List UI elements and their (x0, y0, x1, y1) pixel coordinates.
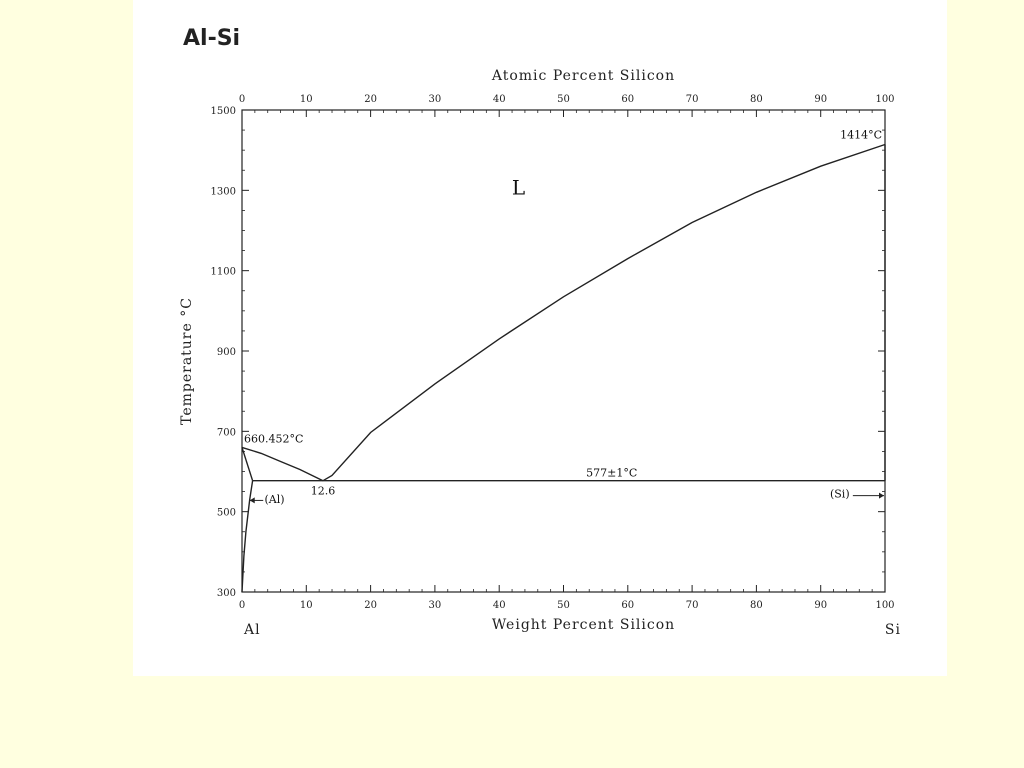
x-tick-label: 10 (300, 600, 313, 611)
si-arrow-head (879, 492, 884, 499)
al-solvus-curve (241, 480, 254, 593)
liquid-phase-label: L (512, 175, 525, 199)
al-liquidus-curve (241, 446, 324, 482)
x2-tick-label: 100 (875, 94, 894, 105)
al-melting-label: 660.452°C (244, 432, 303, 445)
x2-tick-label: 20 (364, 94, 377, 105)
y-tick-label: 900 (217, 347, 236, 358)
eutectic-temp-label: 577±1°C (586, 467, 637, 480)
x-tick-label: 30 (429, 600, 442, 611)
x-tick-label: 0 (239, 600, 245, 611)
x-tick-label: 40 (493, 600, 506, 611)
x2-tick-label: 30 (429, 94, 442, 105)
x2-tick-label: 60 (621, 94, 634, 105)
y-tick-label: 700 (217, 427, 236, 438)
x2-tick-label: 10 (300, 94, 313, 105)
x-tick-label: 20 (364, 600, 377, 611)
x-tick-label: 50 (557, 600, 570, 611)
al-phase-label: (Al) (265, 493, 285, 506)
si-end-label: Si (885, 622, 901, 638)
si-liquidus-curve (322, 143, 886, 482)
y-axis-title: Temperature °C (179, 297, 195, 425)
x2-tick-label: 80 (750, 94, 763, 105)
x-tick-label: 70 (686, 600, 699, 611)
eutectic-comp-label: 12.6 (311, 485, 336, 498)
x-tick-label: 60 (621, 600, 634, 611)
si-melting-label: 1414°C (840, 129, 882, 142)
x-tick-label: 80 (750, 600, 763, 611)
x-tick-label: 90 (814, 600, 827, 611)
x-axis-title: Weight Percent Silicon (492, 617, 675, 633)
y-tick-label: 300 (217, 588, 236, 599)
x2-tick-label: 50 (557, 94, 570, 105)
y-tick-label: 1100 (211, 267, 236, 278)
x2-tick-label: 90 (814, 94, 827, 105)
al-arrow-head (249, 497, 255, 504)
y-tick-label: 1500 (211, 106, 236, 117)
x2-axis-title: Atomic Percent Silicon (491, 68, 675, 84)
x2-tick-label: 70 (686, 94, 699, 105)
x2-tick-label: 40 (493, 94, 506, 105)
x2-tick-label: 0 (239, 94, 245, 105)
x-tick-label: 100 (875, 600, 894, 611)
al-end-label: Al (243, 622, 261, 638)
al-solidus-curve (241, 447, 254, 481)
y-tick-label: 1300 (211, 186, 236, 197)
slide-panel (133, 0, 947, 676)
y-tick-label: 500 (217, 508, 236, 519)
plot-frame (241, 109, 886, 593)
si-phase-label: (Si) (830, 488, 850, 501)
diagram-title: Al-Si (183, 26, 241, 51)
